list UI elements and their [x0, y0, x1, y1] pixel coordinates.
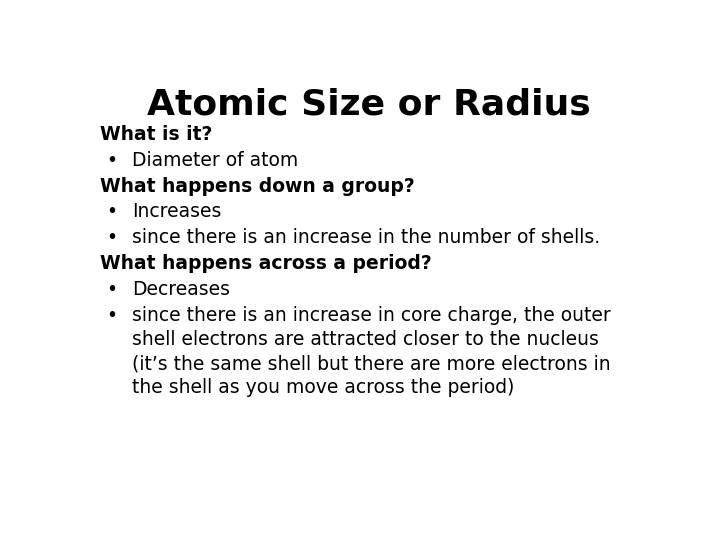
Text: What is it?: What is it? — [100, 125, 212, 144]
Text: since there is an increase in the number of shells.: since there is an increase in the number… — [132, 228, 600, 247]
Text: •: • — [107, 306, 118, 325]
Text: Atomic Size or Radius: Atomic Size or Radius — [147, 87, 591, 122]
Text: Increases: Increases — [132, 202, 221, 221]
Text: since there is an increase in core charge, the outer
shell electrons are attract: since there is an increase in core charg… — [132, 306, 611, 397]
Text: •: • — [107, 202, 118, 221]
Text: What happens across a period?: What happens across a period? — [100, 254, 432, 273]
Text: What happens down a group?: What happens down a group? — [100, 177, 415, 195]
Text: Diameter of atom: Diameter of atom — [132, 151, 298, 170]
Text: •: • — [107, 280, 118, 299]
Text: Decreases: Decreases — [132, 280, 230, 299]
Text: •: • — [107, 228, 118, 247]
Text: •: • — [107, 151, 118, 170]
